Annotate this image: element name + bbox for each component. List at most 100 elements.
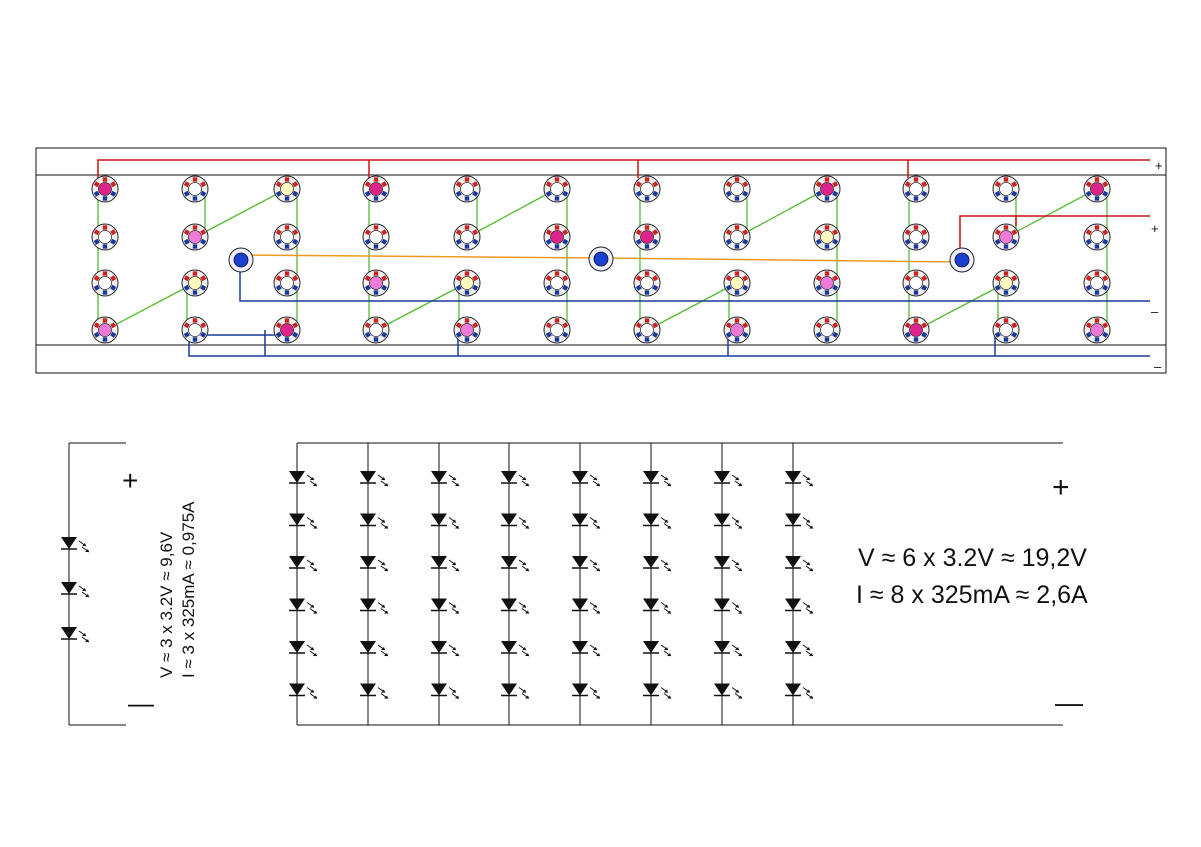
led-pad [1085,229,1092,236]
led-r2-c2 [181,223,209,251]
led-pad [183,275,190,282]
led-pad [110,284,117,291]
led-pad [652,190,659,197]
diode-triangle [360,556,376,568]
diode-arrow-head [82,633,86,636]
led-pad [734,337,740,342]
led-pad [1102,284,1109,291]
led-lens [909,323,923,337]
led-pad [284,337,290,342]
diode-arrow-head [738,525,742,529]
led-r2-c10 [902,223,930,251]
led-pad [364,181,371,188]
diode-arrow-head [384,525,388,529]
led-pad [381,229,388,236]
large-minus-sign: — [1055,687,1083,718]
led-r3-c6 [543,269,571,297]
led-r2-c4 [362,223,390,251]
series-wire-diagonal [202,192,280,234]
led-pad [284,177,290,182]
led-pad [472,190,479,197]
small-diode-2 [61,582,90,598]
led-pad [381,331,388,338]
diode-arrow-head [310,689,314,693]
led-lens [730,230,744,244]
led-r4-c1 [91,316,119,344]
led-lens [909,276,923,290]
small-series-schematic: + — V ≈ 3 x 3.2V ≈ 9,6V I ≈ 3 x 325mA ≈ … [61,442,198,726]
large-diode-s1-l1 [289,471,318,487]
led-pad [364,284,371,291]
diode-triangle [61,537,77,549]
diode-arrow-head [384,568,388,571]
led-lens [640,230,654,244]
series-wire-diagonal [383,286,460,327]
large-voltage-formula: V ≈ 6 x 3.2V ≈ 19,2V [858,544,1087,572]
led-board-layout: + + – – [35,147,1167,374]
led-pad [742,238,749,245]
led-lens [1090,323,1104,337]
large-diode-s3-l6 [431,683,460,699]
led-lens [460,230,474,244]
led-pad [381,322,388,329]
led-pad [815,331,822,338]
diode-triangle [714,641,730,653]
large-diode-s3-l4 [431,598,460,614]
large-diode-s6-l1 [643,471,672,487]
led-lens [98,276,112,290]
led-lens [999,323,1013,337]
led-pad [725,190,732,197]
led-pad [815,322,822,329]
led-pad [292,275,299,282]
led-lens [98,182,112,196]
led-r4-c12 [1083,316,1111,344]
led-pad [1011,322,1018,329]
led-pad [455,322,462,329]
led-pad [815,190,822,197]
led-pad [832,284,839,291]
diode-arrow-head [455,483,459,486]
led-pad [292,238,299,245]
diode-triangle [785,513,801,526]
large-diode-s2-l5 [360,641,389,657]
diode-arrow-head [738,568,742,571]
diode-arrow-head [85,549,89,552]
led-pad [652,331,659,338]
led-pad [635,322,642,329]
led-pad [921,181,928,188]
large-diode-s4-l5 [501,641,530,657]
board-outline [35,147,1167,374]
led-r3-c9 [813,269,841,297]
diode-arrow-head [806,689,810,693]
led-pad [725,284,732,291]
led-pad [832,331,839,338]
negative-rail-middle [239,268,1150,302]
large-diode-s1-l2 [289,513,318,529]
led-r3-c8 [723,269,751,297]
led-pad [635,181,642,188]
led-pad [102,271,108,276]
led-pad [292,181,299,188]
led-pad [102,177,108,182]
led-pad [1085,331,1092,338]
led-pad [1085,322,1092,329]
led-pad [652,229,659,236]
led-pad [824,271,830,276]
led-pad [913,337,919,342]
led-pad [635,284,642,291]
led-pad [1102,238,1109,245]
diode-arrow-head [455,695,459,699]
led-pad [1003,225,1009,230]
diode-arrow-head [667,525,671,529]
large-diode-s8-l5 [785,641,814,657]
led-lens [369,276,383,290]
led-pad [1011,331,1018,338]
led-pad [652,238,659,245]
led-array [91,175,1111,344]
led-pad [192,244,198,249]
led-pad [1085,190,1092,197]
led-pad [364,275,371,282]
led-pad [93,284,100,291]
led-lens [820,276,834,290]
led-lens [1090,182,1104,196]
